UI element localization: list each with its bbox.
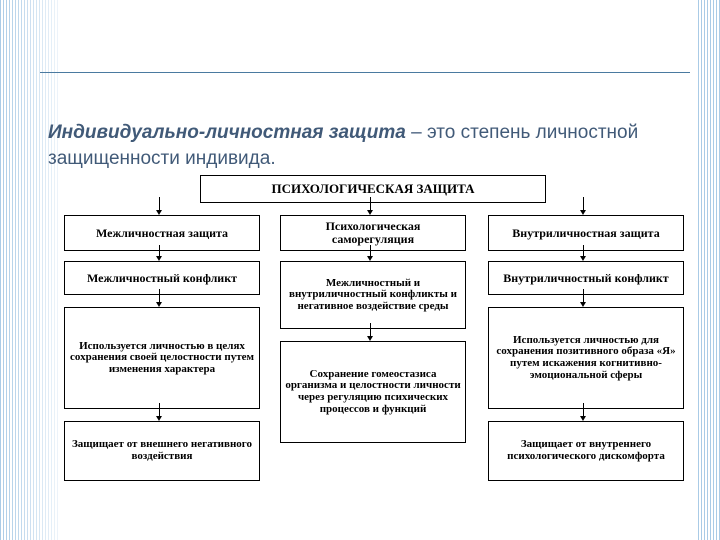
arrow [159, 197, 160, 211]
flowchart: ПСИХОЛОГИЧЕСКАЯ ЗАЩИТА Межличностная защ… [60, 175, 680, 535]
arrow [583, 289, 584, 303]
node-A3: Защищает от внешнего негативного воздейс… [64, 421, 260, 481]
arrow [159, 403, 160, 417]
intro-text: Индивидуально-личностная защита – это ст… [48, 120, 680, 171]
arrow [583, 197, 584, 211]
node-B2: Сохранение гомеостазиса организма и цело… [280, 341, 466, 443]
node-C0: Внутриличностная защита [488, 215, 684, 251]
node-A2: Используется личностью в целях сохранени… [64, 307, 260, 409]
arrow [370, 245, 371, 257]
node-C1: Внутриличностный конфликт [488, 261, 684, 295]
intro-term: Индивидуально-личностная защита [48, 122, 406, 143]
arrow [583, 403, 584, 417]
arrow [159, 289, 160, 303]
node-A0: Межличностная защита [64, 215, 260, 251]
node-B0: Психологическая саморегуляция [280, 215, 466, 251]
arrow [583, 245, 584, 257]
node-B1: Межличностный и внутриличностный конфлик… [280, 261, 466, 329]
node-A1: Межличностный конфликт [64, 261, 260, 295]
node-C3: Защищает от внутреннего психологического… [488, 421, 684, 481]
node-root: ПСИХОЛОГИЧЕСКАЯ ЗАЩИТА [200, 175, 546, 203]
arrow [159, 245, 160, 257]
arrow [370, 323, 371, 337]
title-underline [40, 72, 690, 73]
node-C2: Используется личностью для сохранения по… [488, 307, 684, 409]
arrow [370, 197, 371, 211]
